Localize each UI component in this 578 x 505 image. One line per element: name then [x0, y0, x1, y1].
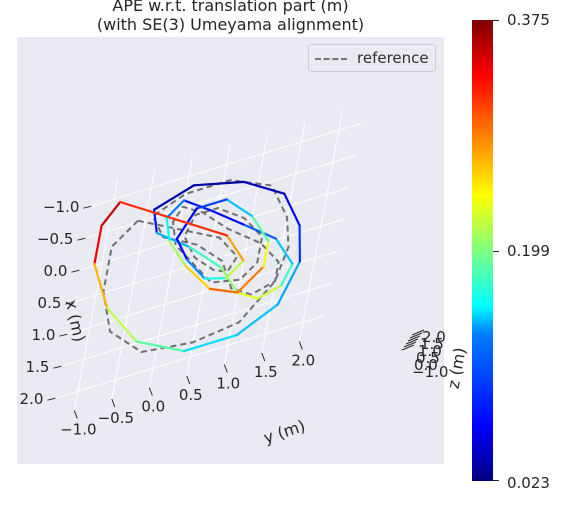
estimate-trajectory-segment	[203, 277, 228, 280]
x-tick-mark	[59, 333, 68, 337]
estimate-trajectory-segment	[155, 231, 191, 249]
estimate-trajectory-segment	[183, 199, 212, 212]
colorbar-label-min: 0.023	[507, 474, 550, 492]
x-tick-label: 0.0	[44, 262, 68, 280]
y-tick-mark	[186, 375, 191, 385]
z-tick-label: 0.5	[416, 349, 440, 367]
estimate-trajectory-segment	[280, 262, 294, 287]
estimate-trajectory-segment	[243, 180, 286, 195]
x-tick-mark	[83, 205, 92, 209]
estimate-trajectory-segment	[225, 259, 245, 280]
z-axis-wall: −1.00.00.51.01.52.0z (m)	[401, 328, 470, 390]
grid-line-y	[111, 168, 156, 400]
estimate-trajectory-segment	[274, 237, 294, 265]
estimate-trajectory-segment	[225, 234, 245, 262]
estimate-trajectory-segment	[236, 265, 265, 294]
estimate-trajectory-segment	[242, 223, 277, 240]
y-tick-label: 0.0	[141, 398, 165, 416]
estimate-trajectory-segment	[175, 237, 189, 261]
x-tick-label: −1.0	[43, 198, 79, 216]
estimate-trajectory-segment	[250, 214, 270, 243]
reference-trajectory-line	[102, 179, 290, 354]
z-tick-mark	[409, 332, 423, 339]
colorbar-tick	[493, 251, 499, 252]
z-tick-label: 2.0	[422, 328, 446, 346]
z-tick-mark	[401, 344, 415, 351]
x-tick-mark	[77, 237, 86, 241]
estimate-trajectory-segment	[184, 265, 211, 290]
estimate-trajectory-segment	[192, 180, 246, 187]
y-tick-mark	[223, 364, 228, 373]
y-tick-label: 1.5	[254, 363, 278, 381]
estimate-trajectory-segment	[165, 216, 171, 243]
z-tick-mark	[403, 341, 417, 348]
estimate-trajectory-segment	[93, 262, 109, 310]
z-tick-mark	[405, 338, 419, 345]
y-tick-label: −1.0	[60, 421, 96, 439]
x-tick-label: 1.0	[32, 326, 56, 344]
y-tick-mark	[111, 398, 116, 408]
trajectories	[93, 179, 301, 354]
y-tick-label: 1.0	[216, 375, 240, 393]
estimate-trajectory-segment	[186, 258, 206, 280]
x-tick-mark	[71, 269, 80, 273]
estimate-trajectory-segment	[168, 240, 187, 268]
estimate-trajectory-segment	[276, 260, 301, 306]
z-tick-mark	[411, 329, 425, 336]
estimate-trajectory-segment	[225, 198, 253, 217]
colorbar-label-max: 0.375	[507, 11, 550, 29]
estimate-trajectory-segment	[209, 209, 245, 226]
x-tick-mark	[53, 365, 62, 369]
legend: reference	[308, 44, 436, 72]
y-tick-label: 2.0	[291, 352, 315, 370]
grid-line-y	[73, 180, 118, 411]
legend-reference-label: reference	[357, 49, 429, 67]
estimate-trajectory-segment	[236, 291, 259, 300]
estimate-trajectory-segment	[219, 266, 239, 294]
legend-reference-swatch	[315, 58, 347, 60]
x-tick-mark	[65, 301, 74, 305]
estimate-trajectory-segment	[235, 303, 279, 337]
estimate-trajectory-segment	[119, 200, 229, 237]
z-tick-label: 1.5	[420, 335, 444, 353]
y-tick-mark	[148, 387, 153, 396]
y-tick-label: 0.5	[179, 386, 203, 404]
colorbar-label-mid: 0.199	[507, 242, 550, 260]
x-tick-label: −0.5	[37, 230, 73, 248]
estimate-trajectory-segment	[208, 287, 239, 294]
x-tick-label: 1.5	[26, 358, 50, 376]
colorbar-tick	[493, 480, 499, 481]
estimate-trajectory-segment	[195, 198, 228, 210]
estimate-trajectory-segment	[100, 200, 122, 227]
chart-title-line-1: APE w.r.t. translation part (m)	[112, 0, 349, 15]
estimate-trajectory-segment	[256, 284, 283, 300]
estimate-trajectory-segment	[188, 245, 223, 269]
z-tick-label: 0.0	[414, 356, 438, 374]
estimate-trajectory-segment	[165, 199, 186, 219]
estimate-trajectory-segment	[283, 192, 301, 227]
y-tick-mark	[73, 410, 78, 419]
x-tick-label: 0.5	[38, 294, 62, 312]
chart-title-line-2: (with SE(3) Umeyama alignment)	[96, 15, 365, 34]
z-tick-label: 1.0	[418, 342, 442, 360]
y-tick-mark	[261, 352, 266, 362]
y-tick-label: −0.5	[98, 409, 134, 427]
y-tick-mark	[298, 341, 303, 350]
grid-line-y	[298, 111, 343, 342]
estimate-trajectory-segment	[106, 307, 138, 343]
x-tick-mark	[47, 397, 56, 401]
estimate-trajectory-segment	[135, 340, 186, 353]
z-axis-label: z (m)	[444, 346, 470, 390]
z-tick-label: −1.0	[412, 363, 448, 381]
x-tick-label: 2.0	[20, 390, 44, 408]
estimate-trajectory-segment	[262, 239, 270, 268]
estimate-trajectory-segment	[183, 334, 238, 353]
estimate-trajectory-segment	[93, 224, 103, 266]
grid-line-y	[261, 122, 306, 354]
z-tick-mark	[407, 335, 421, 342]
colorbar	[472, 20, 493, 481]
estimate-trajectory-segment	[153, 184, 196, 211]
colorbar-tick	[493, 20, 499, 21]
